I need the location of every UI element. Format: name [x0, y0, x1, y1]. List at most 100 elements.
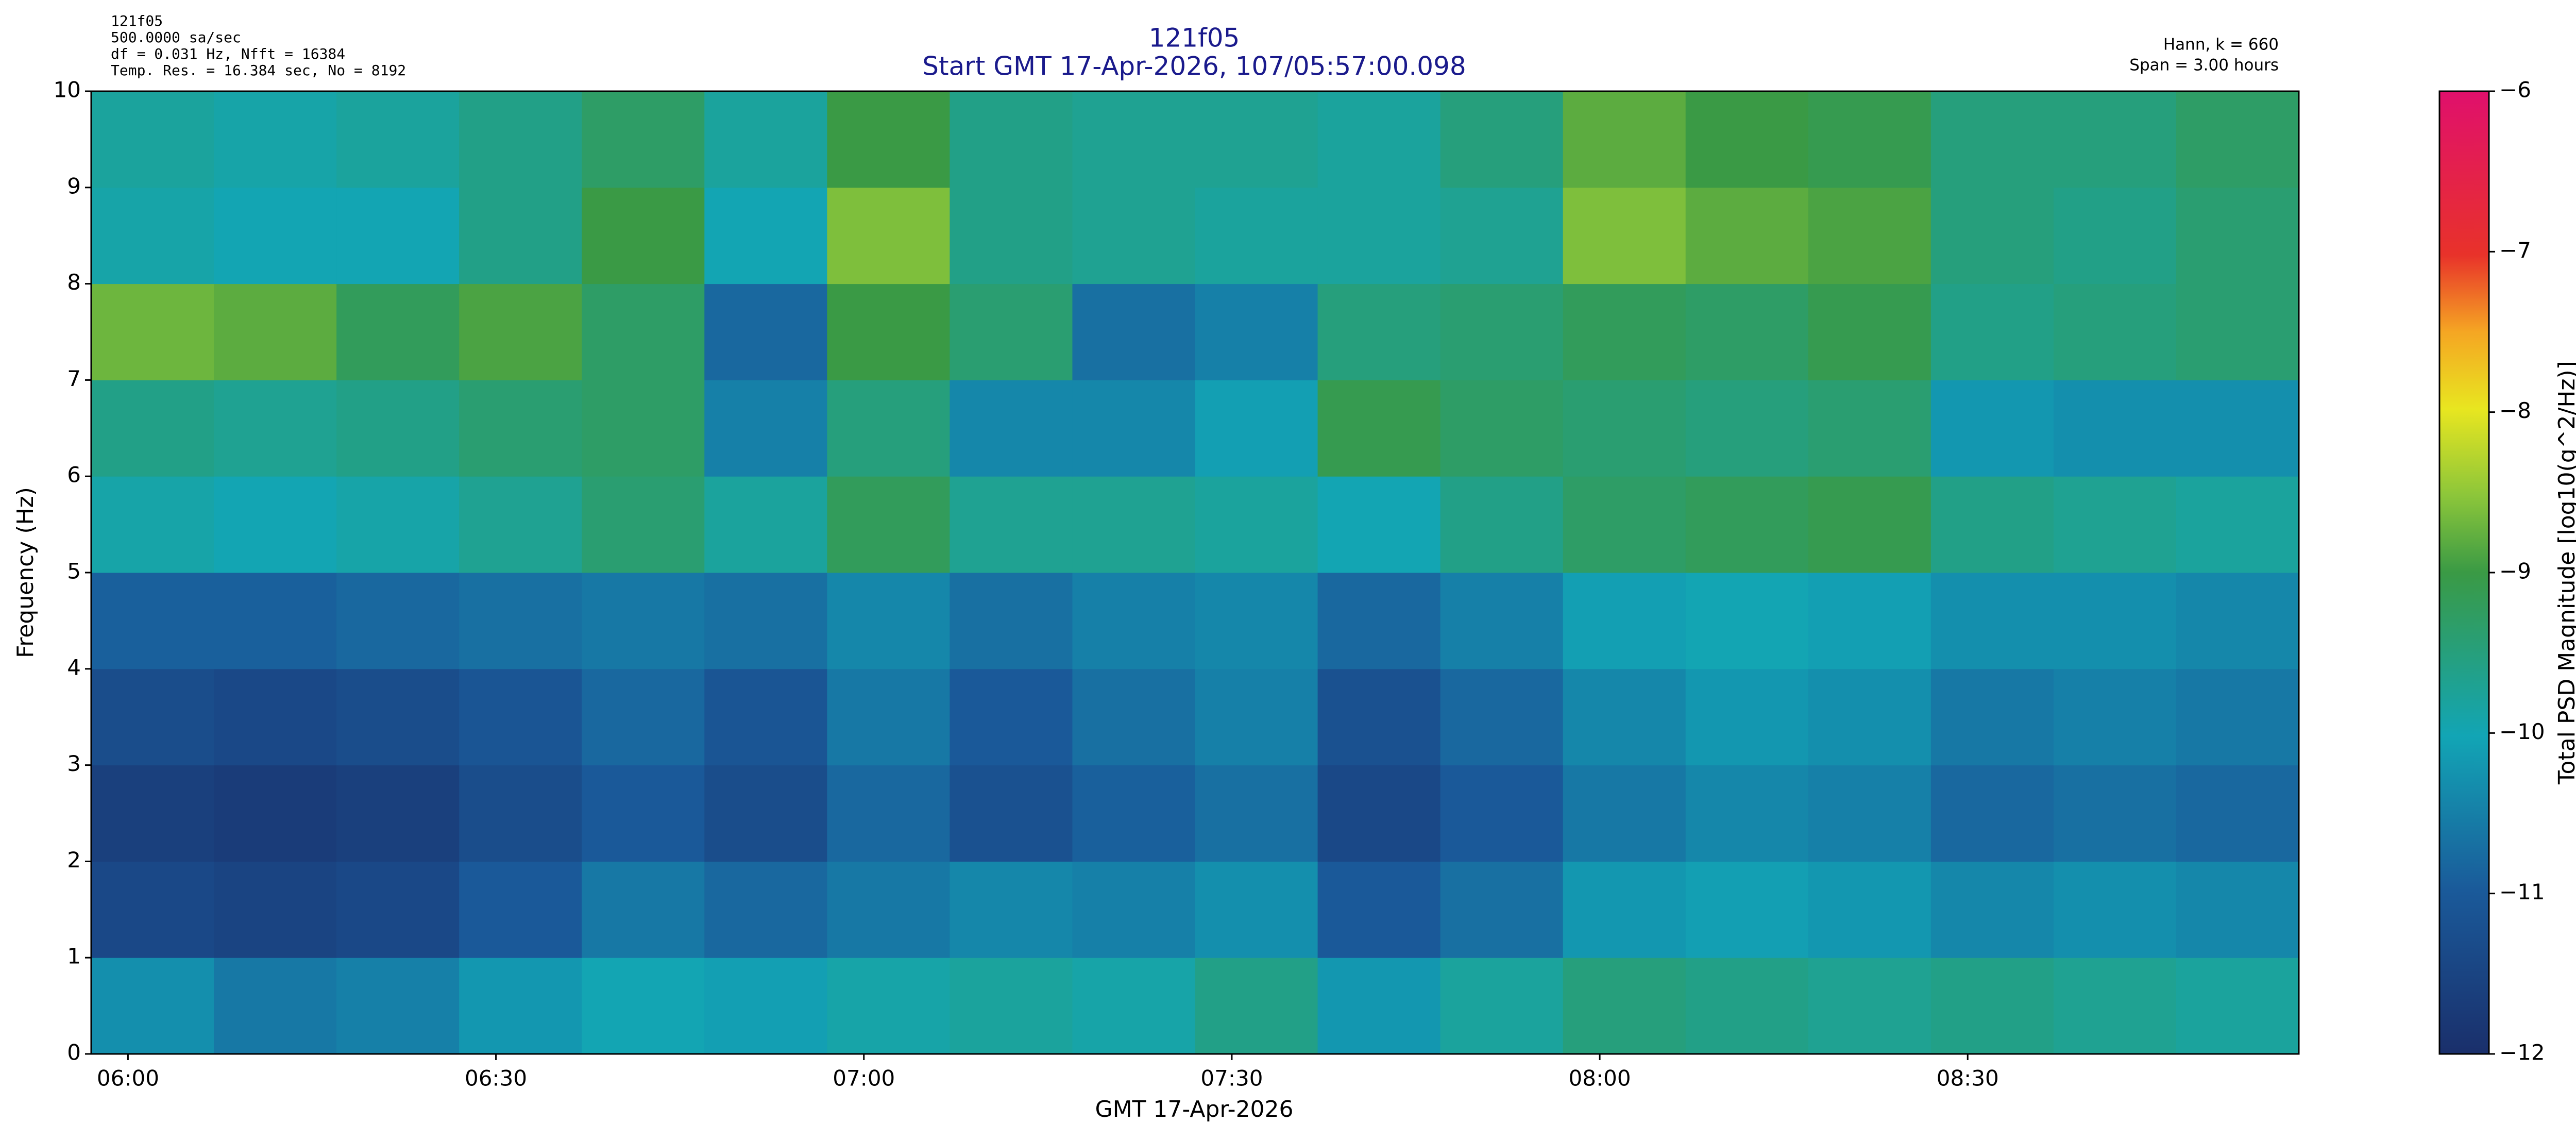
- heatmap-cell: [827, 668, 950, 766]
- x-tick-label: 08:00: [1569, 1066, 1631, 1091]
- heatmap-cell: [2176, 283, 2299, 380]
- heatmap-cell: [2176, 573, 2299, 669]
- heatmap-cell: [1808, 476, 1931, 573]
- heatmap-cell: [1440, 283, 1564, 380]
- heatmap-cell: [336, 283, 460, 380]
- heatmap-cell: [1195, 187, 1318, 284]
- y-tick-label: 2: [67, 847, 81, 873]
- heatmap-cell: [827, 765, 950, 862]
- heatmap-cell: [1808, 380, 1931, 477]
- heatmap-cell: [1685, 668, 1809, 766]
- heatmap-cell: [827, 91, 950, 188]
- heatmap-cell: [1072, 668, 1195, 766]
- heatmap-cell: [1930, 187, 2054, 284]
- y-tick-label: 3: [67, 751, 81, 776]
- heatmap-cell: [2053, 283, 2177, 380]
- heatmap-cell: [1440, 861, 1564, 958]
- heatmap-cell: [1317, 765, 1441, 862]
- info-text: 500.0000 sa/sec: [111, 29, 241, 46]
- heatmap-cell: [1808, 187, 1931, 284]
- y-tick-label: 7: [67, 366, 81, 391]
- heatmap-cell: [91, 861, 214, 958]
- info-text: Span = 3.00 hours: [2129, 56, 2279, 75]
- heatmap-cell: [91, 668, 214, 766]
- y-tick-label: 6: [67, 462, 81, 488]
- heatmap-cell: [1930, 380, 2054, 477]
- heatmap-cell: [459, 476, 582, 573]
- heatmap-cell: [1072, 187, 1195, 284]
- heatmap-cell: [704, 861, 827, 958]
- heatmap-cell: [336, 91, 460, 188]
- heatmap-cell: [1317, 283, 1441, 380]
- heatmap-cell: [459, 958, 582, 1054]
- colorbar-tick-label: −7: [2499, 238, 2531, 263]
- heatmap-cell: [459, 765, 582, 862]
- heatmap-cell: [1930, 91, 2054, 188]
- heatmap-cell: [214, 668, 337, 766]
- heatmap-cell: [91, 380, 214, 477]
- heatmap-cell: [827, 573, 950, 669]
- y-tick-label: 0: [67, 1040, 81, 1065]
- heatmap-cell: [336, 573, 460, 669]
- heatmap-cell: [950, 283, 1073, 380]
- heatmap-cell: [1440, 765, 1564, 862]
- heatmap-cell: [704, 573, 827, 669]
- heatmap-cell: [336, 958, 460, 1054]
- info-text: Hann, k = 660: [2163, 36, 2279, 54]
- colorbar: [2438, 90, 2490, 1055]
- y-tick-label: 4: [67, 655, 81, 680]
- heatmap-cell: [1195, 958, 1318, 1054]
- heatmap-cell: [1317, 476, 1441, 573]
- heatmap-cell: [1072, 958, 1195, 1054]
- heatmap-cell: [459, 573, 582, 669]
- heatmap-cell: [459, 861, 582, 958]
- heatmap-cell: [1195, 861, 1318, 958]
- heatmap-cell: [1072, 861, 1195, 958]
- heatmap-cell: [1317, 861, 1441, 958]
- heatmap-cell: [704, 380, 827, 477]
- heatmap-cell: [1563, 187, 1686, 284]
- heatmap-cell: [1072, 573, 1195, 669]
- heatmap-cell: [1563, 765, 1686, 862]
- heatmap-cell: [582, 476, 705, 573]
- colorbar-tick-label: −9: [2499, 559, 2531, 584]
- heatmap-cell: [2176, 668, 2299, 766]
- heatmap-cell: [336, 668, 460, 766]
- heatmap-cell: [2053, 91, 2177, 188]
- heatmap-cell: [2053, 861, 2177, 958]
- heatmap-cell: [2053, 187, 2177, 284]
- heatmap-cell: [1072, 91, 1195, 188]
- y-tick-label: 1: [67, 944, 81, 969]
- heatmap-cell: [1808, 668, 1931, 766]
- y-tick-label: 10: [54, 77, 81, 103]
- heatmap-cell: [1563, 573, 1686, 669]
- heatmap-cell: [1072, 476, 1195, 573]
- heatmap-cell: [1930, 958, 2054, 1054]
- y-tick-label: 8: [67, 270, 81, 295]
- heatmap-cell: [1685, 283, 1809, 380]
- heatmap-cell: [1195, 283, 1318, 380]
- heatmap-cell: [1072, 380, 1195, 477]
- heatmap-cell: [1685, 380, 1809, 477]
- heatmap-cell: [1930, 861, 2054, 958]
- colorbar-tick-label: −6: [2499, 77, 2531, 103]
- heatmap-cell: [1563, 958, 1686, 1054]
- heatmap-cell: [1317, 380, 1441, 477]
- heatmap-cell: [91, 476, 214, 573]
- heatmap-cell: [1440, 958, 1564, 1054]
- heatmap-cell: [1563, 668, 1686, 766]
- heatmap-cell: [950, 861, 1073, 958]
- heatmap-cell: [2176, 476, 2299, 573]
- heatmap-cell: [1685, 861, 1809, 958]
- heatmap-cell: [582, 380, 705, 477]
- heatmap-cell: [950, 380, 1073, 477]
- heatmap-cell: [2053, 668, 2177, 766]
- heatmap-cell: [704, 958, 827, 1054]
- heatmap-cell: [214, 91, 337, 188]
- heatmap-cell: [1930, 573, 2054, 669]
- heatmap-cell: [91, 958, 214, 1054]
- heatmap-cell: [336, 861, 460, 958]
- colorbar-tick-label: −12: [2499, 1040, 2545, 1065]
- heatmap-cell: [1808, 283, 1931, 380]
- heatmap-cell: [1685, 187, 1809, 284]
